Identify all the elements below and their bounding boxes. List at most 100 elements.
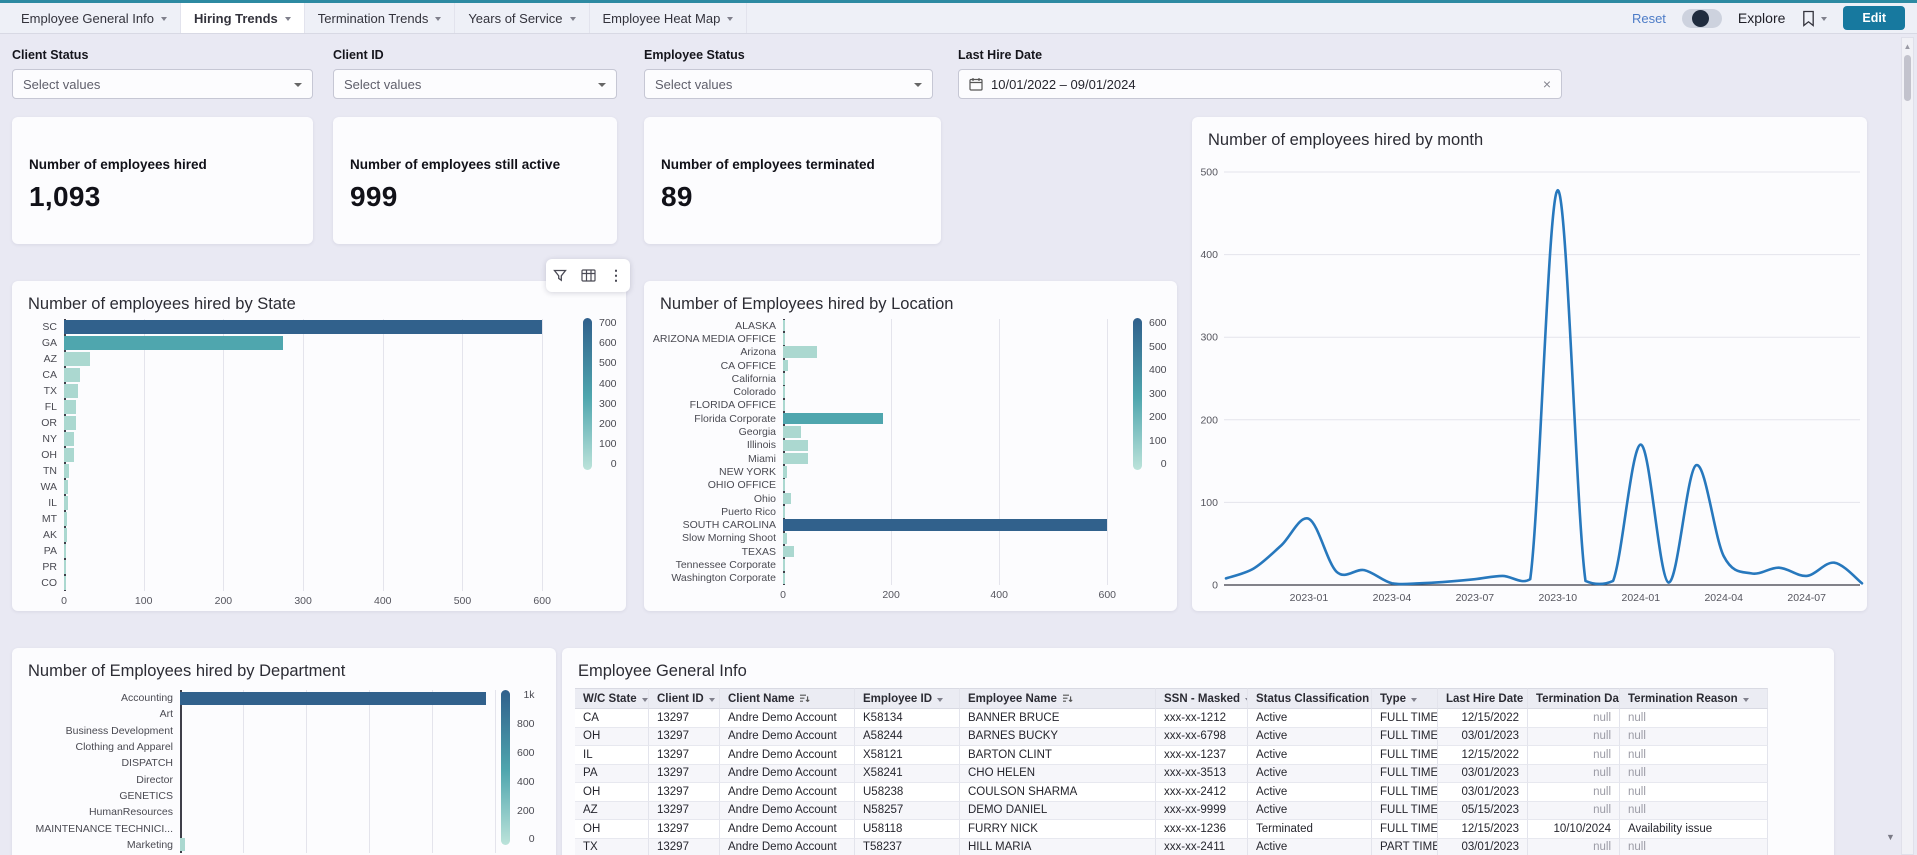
y-axis-tick-label: 500	[1200, 167, 1218, 179]
axis-tick-label: 600	[1098, 589, 1116, 601]
hired-by-state-card: Number of employees hired by State SCGAA…	[12, 281, 626, 611]
bar	[783, 426, 801, 438]
bar	[64, 544, 66, 558]
bar	[64, 528, 67, 542]
bar-row: Ohio	[650, 492, 1144, 505]
tab-hiring-trends[interactable]: Hiring Trends	[181, 3, 305, 33]
axis-tick-label: 500	[454, 595, 472, 607]
bar-row: OR	[24, 415, 586, 431]
table-cell: HILL MARIA	[960, 839, 1156, 855]
column-header-termination-reason[interactable]: Termination Reason	[1620, 688, 1768, 709]
filter-icon[interactable]	[549, 265, 571, 287]
category-label: Washington Corporate	[650, 572, 783, 584]
axis-tick-label: 400	[374, 595, 392, 607]
line-series	[1226, 190, 1862, 584]
column-header-label: Termination Date	[1536, 693, 1620, 705]
table-row: AZ13297Andre Demo AccountN58257DEMO DANI…	[575, 802, 1768, 821]
tab-employee-heat-map[interactable]: Employee Heat Map	[590, 3, 748, 33]
column-header-employee-name[interactable]: Employee Name	[960, 688, 1156, 709]
table-cell: CA	[575, 709, 649, 728]
scrollbar-thumb[interactable]	[1904, 55, 1911, 101]
bar-row: Arizona	[650, 346, 1144, 359]
category-label: SOUTH CAROLINA	[650, 519, 783, 531]
client-status-select[interactable]: Select values	[12, 69, 313, 99]
tab-employee-general-info[interactable]: Employee General Info	[8, 3, 181, 33]
bar	[64, 464, 69, 478]
sort-icon	[799, 693, 810, 704]
topbar-actions: Reset Explore Edit	[1632, 3, 1905, 33]
column-header-ssn-masked[interactable]: SSN - Masked	[1156, 688, 1248, 709]
bar	[783, 573, 785, 585]
table-cell: OH	[575, 728, 649, 747]
clear-date-icon[interactable]: ×	[1543, 77, 1551, 91]
bar-row: MAINTENANCE TECHNICI...	[24, 820, 544, 836]
column-header-label: Client ID	[657, 693, 704, 705]
bar	[783, 506, 785, 518]
axis-tick-label: 600	[533, 595, 551, 607]
category-label: ALASKA	[650, 320, 783, 332]
explore-label: Explore	[1738, 10, 1785, 26]
table-row: CA13297Andre Demo AccountK58134BANNER BR…	[575, 709, 1768, 728]
legend-label: 400	[599, 379, 617, 390]
vertical-scrollbar[interactable]: ▲	[1901, 37, 1914, 855]
category-label: OH	[24, 449, 64, 461]
explore-toggle[interactable]	[1682, 9, 1722, 28]
table-cell: 03/01/2023	[1438, 839, 1528, 855]
column-header-label: Status Classification	[1256, 693, 1369, 705]
table-cell: 05/15/2023	[1438, 802, 1528, 821]
axis-tick-label: 300	[294, 595, 312, 607]
kebab-menu-icon[interactable]: ⋮	[605, 265, 627, 287]
bar	[180, 692, 486, 705]
bookmark-menu[interactable]	[1801, 10, 1827, 27]
bar	[783, 466, 787, 478]
axis-tick-label: 100	[135, 595, 153, 607]
column-header-status-classification[interactable]: Status Classification	[1248, 688, 1372, 709]
bar-row: WA	[24, 479, 586, 495]
bar-row: Accounting	[24, 690, 544, 706]
chevron-down-icon	[598, 83, 606, 87]
category-label: DISPATCH	[24, 757, 180, 769]
table-view-icon[interactable]	[577, 265, 599, 287]
category-label: GENETICS	[24, 790, 180, 802]
category-label: PA	[24, 545, 64, 557]
table-cell: null	[1620, 728, 1768, 747]
table-cell: DEMO DANIEL	[960, 802, 1156, 821]
column-header-client-name[interactable]: Client Name	[720, 688, 855, 709]
filter-last-hire-date: Last Hire Date 10/01/2022 – 09/01/2024 ×	[958, 48, 1562, 99]
bar-row: OHIO OFFICE	[650, 479, 1144, 492]
table-cell: 13297	[649, 839, 720, 855]
bar-row: SOUTH CAROLINA	[650, 518, 1144, 531]
last-hire-date-input[interactable]: 10/01/2022 – 09/01/2024 ×	[958, 69, 1562, 99]
table-header-row: W/C State Client ID Client NameEmployee ID…	[575, 688, 1768, 709]
column-header-type[interactable]: Type	[1372, 688, 1438, 709]
scroll-up-icon[interactable]: ▲	[1902, 38, 1913, 51]
category-label: CA	[24, 369, 64, 381]
overflow-down-icon[interactable]: ▼	[1886, 832, 1895, 842]
column-header-label: Termination Reason	[1628, 693, 1738, 705]
kpi-value: 89	[661, 181, 941, 213]
filter-caret-icon	[1743, 698, 1749, 702]
column-header-client-id[interactable]: Client ID	[649, 688, 720, 709]
column-header-employee-id[interactable]: Employee ID	[855, 688, 960, 709]
select-placeholder: Select values	[655, 77, 732, 92]
table-cell: BARTON CLINT	[960, 746, 1156, 765]
kpi-employees-active: Number of employees still active 999	[333, 117, 617, 244]
column-header-last-hire-date[interactable]: Last Hire Date	[1438, 688, 1528, 709]
hired-by-state-bar-chart: SCGAAZCATXFLORNYOHTNWAILMTAKPAPRCO010020…	[24, 319, 586, 610]
date-range-value: 10/01/2022 – 09/01/2024	[991, 77, 1136, 92]
tab-years-of-service[interactable]: Years of Service	[455, 3, 589, 33]
column-header-w-c-state[interactable]: W/C State	[575, 688, 649, 709]
tab-termination-trends[interactable]: Termination Trends	[305, 3, 456, 33]
axis-tick-label: 0	[61, 595, 67, 607]
category-label: Art	[24, 708, 180, 720]
reset-button[interactable]: Reset	[1632, 11, 1666, 26]
tab-label: Years of Service	[468, 11, 562, 26]
bar-row: NY	[24, 431, 586, 447]
client-id-select[interactable]: Select values	[333, 69, 617, 99]
legend-label: 300	[1149, 389, 1167, 400]
employee-status-select[interactable]: Select values	[644, 69, 933, 99]
column-header-termination-date[interactable]: Termination Date	[1528, 688, 1620, 709]
category-label: NY	[24, 433, 64, 445]
edit-button[interactable]: Edit	[1843, 6, 1905, 30]
category-label: Arizona	[650, 346, 783, 358]
